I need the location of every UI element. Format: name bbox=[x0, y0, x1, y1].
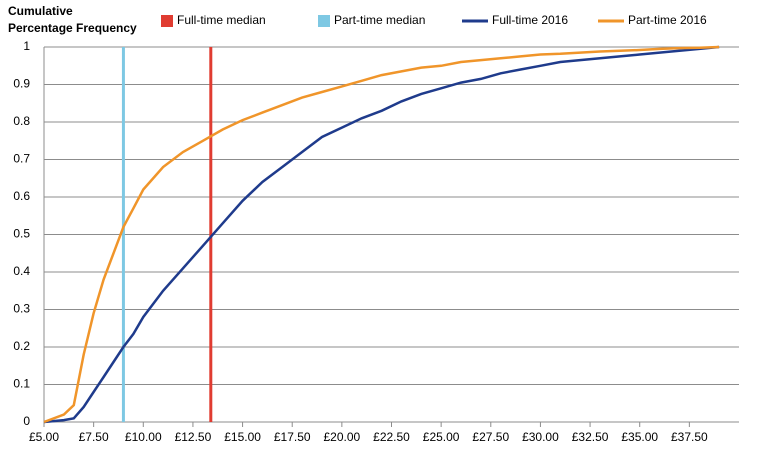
x-tick-label: £37.50 bbox=[671, 430, 708, 444]
x-tick-label: £5.00 bbox=[29, 430, 59, 444]
x-tick-label: £32.50 bbox=[572, 430, 609, 444]
series-line bbox=[43, 45, 720, 424]
x-tick-label: £25.00 bbox=[423, 430, 460, 444]
legend-label: Full-time 2016 bbox=[492, 13, 568, 27]
x-tick-label: £17.50 bbox=[274, 430, 311, 444]
x-tick-label: £20.00 bbox=[324, 430, 361, 444]
y-tick-label: 1 bbox=[23, 39, 30, 53]
legend-label: Full-time median bbox=[177, 13, 266, 27]
y-tick-label: 0.6 bbox=[13, 189, 30, 203]
x-tick-label: £12.50 bbox=[175, 430, 212, 444]
series-line bbox=[43, 45, 720, 424]
legend-swatch bbox=[318, 15, 330, 27]
y-tick-label: 0.3 bbox=[13, 302, 30, 316]
legend-swatch bbox=[161, 15, 173, 27]
y-tick-label: 0.5 bbox=[13, 227, 30, 241]
x-tick-label: £22.50 bbox=[373, 430, 410, 444]
y-tick-label: 0.2 bbox=[13, 339, 30, 353]
x-tick-label: £15.00 bbox=[224, 430, 261, 444]
y-tick-label: 0.8 bbox=[13, 114, 30, 128]
y-tick-label: 0 bbox=[23, 414, 30, 428]
legend-label: Part-time median bbox=[334, 13, 425, 27]
x-tick-label: £10.00 bbox=[125, 430, 162, 444]
y-axis-label: Percentage Frequency bbox=[8, 21, 137, 35]
y-axis-label: Cumulative bbox=[8, 4, 73, 18]
x-tick-label: £30.00 bbox=[522, 430, 559, 444]
y-tick-label: 0.1 bbox=[13, 377, 30, 391]
y-tick-label: 0.9 bbox=[13, 77, 30, 91]
y-tick-label: 0.4 bbox=[13, 264, 30, 278]
x-tick-label: £27.50 bbox=[472, 430, 509, 444]
x-tick-label: £7.50 bbox=[79, 430, 109, 444]
y-tick-label: 0.7 bbox=[13, 152, 30, 166]
x-tick-label: £35.00 bbox=[621, 430, 658, 444]
legend-label: Part-time 2016 bbox=[628, 13, 707, 27]
